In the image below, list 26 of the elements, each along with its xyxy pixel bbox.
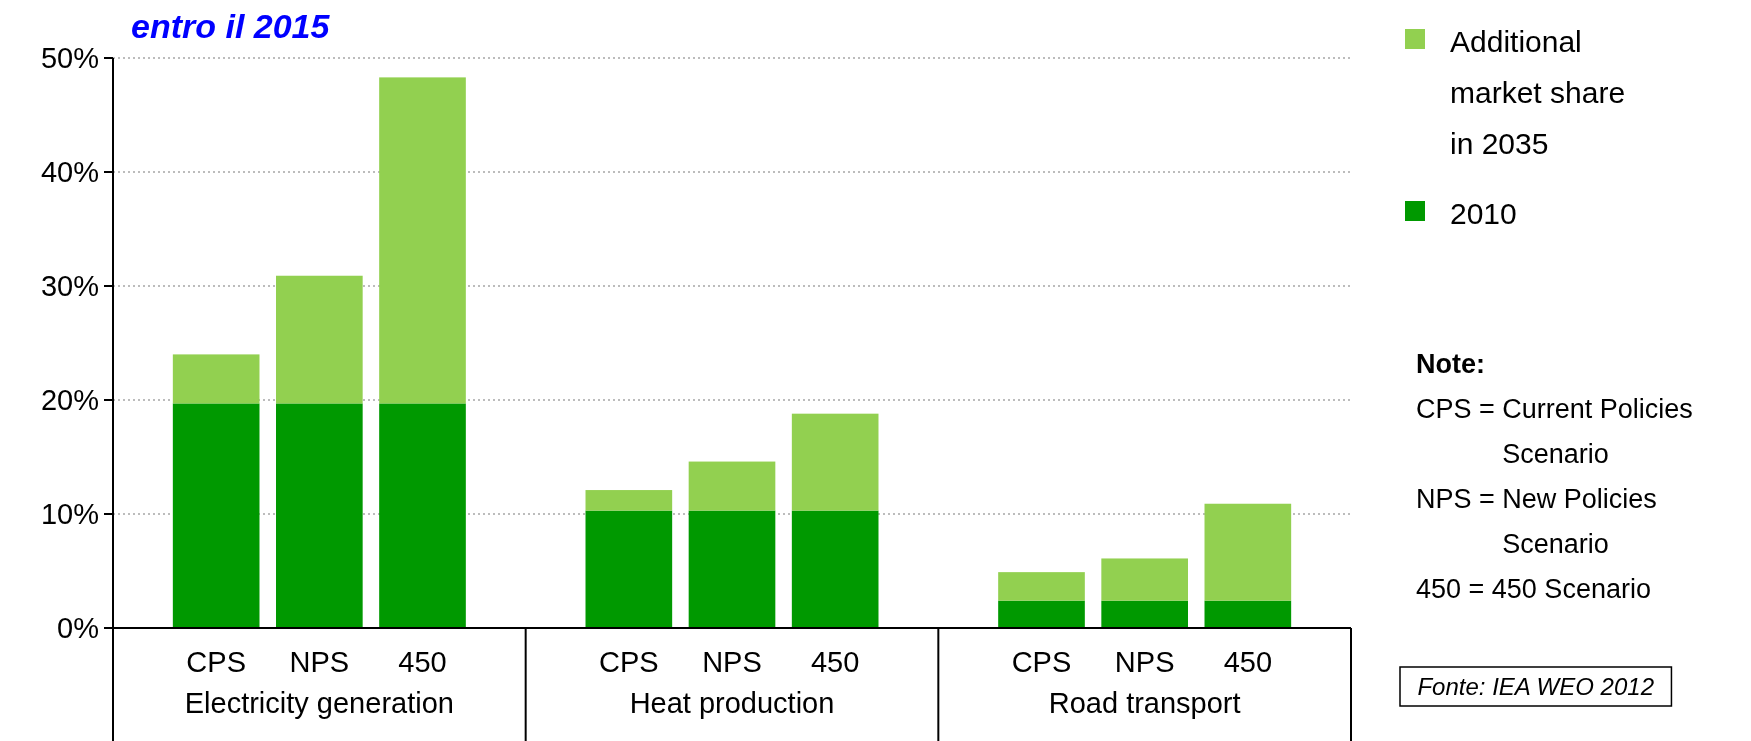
text: 450 = 450 Scenario bbox=[1416, 574, 1651, 604]
chart-title: entro il 2015 bbox=[131, 7, 331, 45]
x-tick-label: CPS bbox=[186, 646, 246, 678]
x-tick-label: NPS bbox=[702, 646, 762, 678]
y-tick-label: 50% bbox=[40, 42, 99, 75]
x-tick-label: NPS bbox=[1114, 646, 1175, 678]
legend-label: 2010 bbox=[1450, 197, 1517, 230]
text: Electricity generation bbox=[184, 687, 454, 719]
x-tick-label: 450 bbox=[1223, 646, 1273, 678]
x-tick-label: NPS bbox=[289, 646, 350, 678]
source-note: Fonte: IEA WEO 2012 bbox=[1417, 673, 1654, 700]
text: CPS = Current Policies Scenario bbox=[1416, 394, 1693, 469]
x-tick-label: CPS bbox=[599, 646, 659, 678]
x-tick-label: 450 bbox=[810, 646, 860, 678]
y-tick-label: 20% bbox=[40, 384, 99, 417]
x-tick-label: 450 bbox=[398, 646, 447, 678]
y-tick-label: 10% bbox=[40, 498, 99, 531]
x-tick-label: CPS bbox=[1011, 646, 1072, 678]
legend-label: Additional market share in 2035 bbox=[1450, 25, 1626, 160]
text: Note: bbox=[1416, 349, 1485, 379]
text: NPS = New Policies Scenario bbox=[1416, 484, 1657, 559]
y-tick-label: 40% bbox=[40, 156, 99, 189]
text: Heat production bbox=[629, 687, 835, 719]
text: Road transport bbox=[1048, 687, 1241, 719]
y-tick-label: 0% bbox=[57, 612, 99, 645]
y-tick-label: 30% bbox=[40, 270, 99, 303]
